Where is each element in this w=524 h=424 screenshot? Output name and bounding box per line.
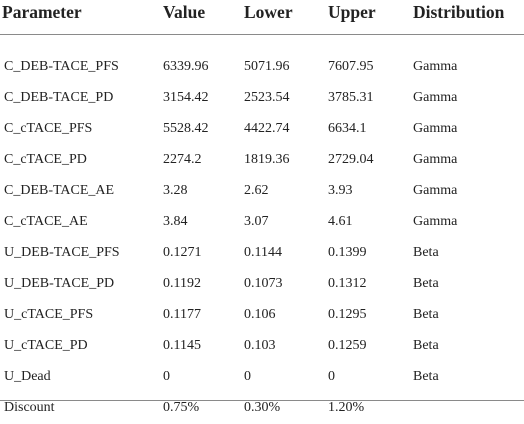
cell-parameter: Discount xyxy=(4,400,55,415)
header-value: Value xyxy=(163,2,206,22)
table-row: U_Dead 0 0 0 Beta xyxy=(0,362,524,393)
table-row: C_cTACE_PD 2274.2 1819.36 2729.04 Gamma xyxy=(0,145,524,176)
cell-lower: 2523.54 xyxy=(244,90,290,105)
header-upper: Upper xyxy=(328,2,376,22)
cell-distribution: Gamma xyxy=(413,152,458,167)
table-header: Parameter Value Lower Upper Distribution xyxy=(0,0,524,35)
table-row: C_DEB-TACE_PD 3154.42 2523.54 3785.31 Ga… xyxy=(0,83,524,114)
cell-parameter: U_cTACE_PD xyxy=(4,338,88,353)
cell-upper: 4.61 xyxy=(328,214,353,229)
cell-parameter: C_cTACE_PD xyxy=(4,152,87,167)
cell-distribution: Gamma xyxy=(413,59,458,74)
cell-lower: 0.1073 xyxy=(244,276,283,291)
cell-upper: 0.1295 xyxy=(328,307,367,322)
cell-value: 0.1145 xyxy=(163,338,201,353)
cell-upper: 1.20% xyxy=(328,400,365,415)
cell-upper: 6634.1 xyxy=(328,121,367,136)
cell-distribution: Beta xyxy=(413,369,439,384)
cell-distribution: Gamma xyxy=(413,90,458,105)
table-body: C_DEB-TACE_PFS 6339.96 5071.96 7607.95 G… xyxy=(0,52,524,424)
cell-lower: 0.106 xyxy=(244,307,276,322)
cell-lower: 0.30% xyxy=(244,400,281,415)
cell-lower: 0.1144 xyxy=(244,245,282,260)
table-row: U_DEB-TACE_PFS 0.1271 0.1144 0.1399 Beta xyxy=(0,238,524,269)
header-lower: Lower xyxy=(244,2,293,22)
table-row: C_DEB-TACE_PFS 6339.96 5071.96 7607.95 G… xyxy=(0,52,524,83)
cell-value: 3154.42 xyxy=(163,90,209,105)
table-bottom-rule xyxy=(0,400,524,401)
cell-upper: 7607.95 xyxy=(328,59,374,74)
cell-distribution: Gamma xyxy=(413,183,458,198)
cell-value: 0 xyxy=(163,369,170,384)
cell-upper: 0.1399 xyxy=(328,245,367,260)
cell-value: 0.1177 xyxy=(163,307,201,322)
cell-lower: 5071.96 xyxy=(244,59,290,74)
table-row: U_DEB-TACE_PD 0.1192 0.1073 0.1312 Beta xyxy=(0,269,524,300)
cell-parameter: C_cTACE_AE xyxy=(4,214,88,229)
cell-distribution: Beta xyxy=(413,245,439,260)
cell-parameter: U_DEB-TACE_PFS xyxy=(4,245,120,260)
cell-parameter: C_DEB-TACE_PFS xyxy=(4,59,119,74)
cell-value: 0.75% xyxy=(163,400,200,415)
cell-value: 0.1192 xyxy=(163,276,201,291)
cell-lower: 4422.74 xyxy=(244,121,290,136)
table-row: C_DEB-TACE_AE 3.28 2.62 3.93 Gamma xyxy=(0,176,524,207)
cell-lower: 0 xyxy=(244,369,251,384)
cell-lower: 0.103 xyxy=(244,338,276,353)
cell-parameter: U_cTACE_PFS xyxy=(4,307,94,322)
cell-upper: 0.1312 xyxy=(328,276,367,291)
cell-parameter: C_cTACE_PFS xyxy=(4,121,93,136)
table-row: U_cTACE_PD 0.1145 0.103 0.1259 Beta xyxy=(0,331,524,362)
cell-upper: 3.93 xyxy=(328,183,353,198)
cell-distribution: Gamma xyxy=(413,121,458,136)
cell-parameter: U_DEB-TACE_PD xyxy=(4,276,115,291)
cell-distribution: Beta xyxy=(413,307,439,322)
cell-parameter: C_DEB-TACE_PD xyxy=(4,90,114,105)
cell-lower: 3.07 xyxy=(244,214,269,229)
table-row: Discount 0.75% 0.30% 1.20% xyxy=(0,393,524,424)
cell-upper: 0 xyxy=(328,369,335,384)
cell-distribution: Beta xyxy=(413,276,439,291)
table-row: C_cTACE_PFS 5528.42 4422.74 6634.1 Gamma xyxy=(0,114,524,145)
cell-upper: 3785.31 xyxy=(328,90,374,105)
header-distribution: Distribution xyxy=(413,2,505,22)
cell-value: 6339.96 xyxy=(163,59,209,74)
cell-parameter: U_Dead xyxy=(4,369,51,384)
table-row: C_cTACE_AE 3.84 3.07 4.61 Gamma xyxy=(0,207,524,238)
cell-upper: 0.1259 xyxy=(328,338,367,353)
cell-lower: 1819.36 xyxy=(244,152,290,167)
cell-lower: 2.62 xyxy=(244,183,269,198)
cell-value: 3.28 xyxy=(163,183,188,198)
cell-value: 5528.42 xyxy=(163,121,209,136)
header-parameter: Parameter xyxy=(2,2,82,22)
cell-distribution: Beta xyxy=(413,338,439,353)
header-spacer xyxy=(0,35,524,52)
cell-upper: 2729.04 xyxy=(328,152,374,167)
cell-distribution: Gamma xyxy=(413,214,458,229)
cell-value: 3.84 xyxy=(163,214,188,229)
cell-value: 0.1271 xyxy=(163,245,202,260)
cell-parameter: C_DEB-TACE_AE xyxy=(4,183,115,198)
cell-value: 2274.2 xyxy=(163,152,202,167)
table-row: U_cTACE_PFS 0.1177 0.106 0.1295 Beta xyxy=(0,300,524,331)
